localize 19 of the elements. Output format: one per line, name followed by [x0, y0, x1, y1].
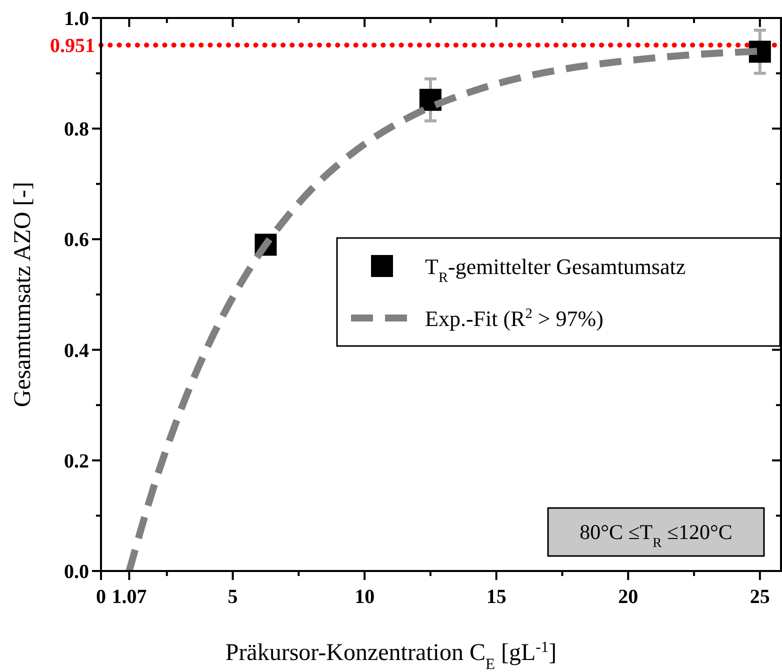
annotation: 80°C ≤T$_{R}$ ≤120°C	[580, 520, 732, 550]
ref-line-label: 0.951	[50, 35, 95, 58]
y-tick-label: 1.0	[64, 8, 89, 30]
x-tick-label: 20	[618, 586, 638, 608]
legend-label: Exp.-Fit (R$^{2}$ > 97%)	[425, 306, 604, 331]
x-tick-label: 15	[486, 586, 506, 608]
y-axis-title: Gesamtumsatz AZO [-]	[10, 182, 36, 408]
x-tick-label: 5	[228, 586, 238, 608]
y-tick-label: 0.4	[64, 340, 89, 362]
y-tick-label: 0.6	[64, 229, 89, 252]
legend-label: T$_{R}$-gemittelter Gesamtumsatz	[425, 254, 686, 286]
y-tick-label: 0.8	[64, 118, 89, 141]
x-tick-label: 10	[354, 586, 375, 608]
y-tick-label: 0.0	[64, 561, 89, 583]
x-tick-label: 0	[96, 586, 106, 608]
x-axis-title: Präkursor-Konzentration C$_{E}$ [gL$^{-1}$]	[225, 638, 557, 672]
x-tick-label: 25	[750, 586, 770, 608]
x-tick-label: 1.07	[112, 586, 147, 608]
y-tick-label: 0.2	[64, 450, 89, 472]
